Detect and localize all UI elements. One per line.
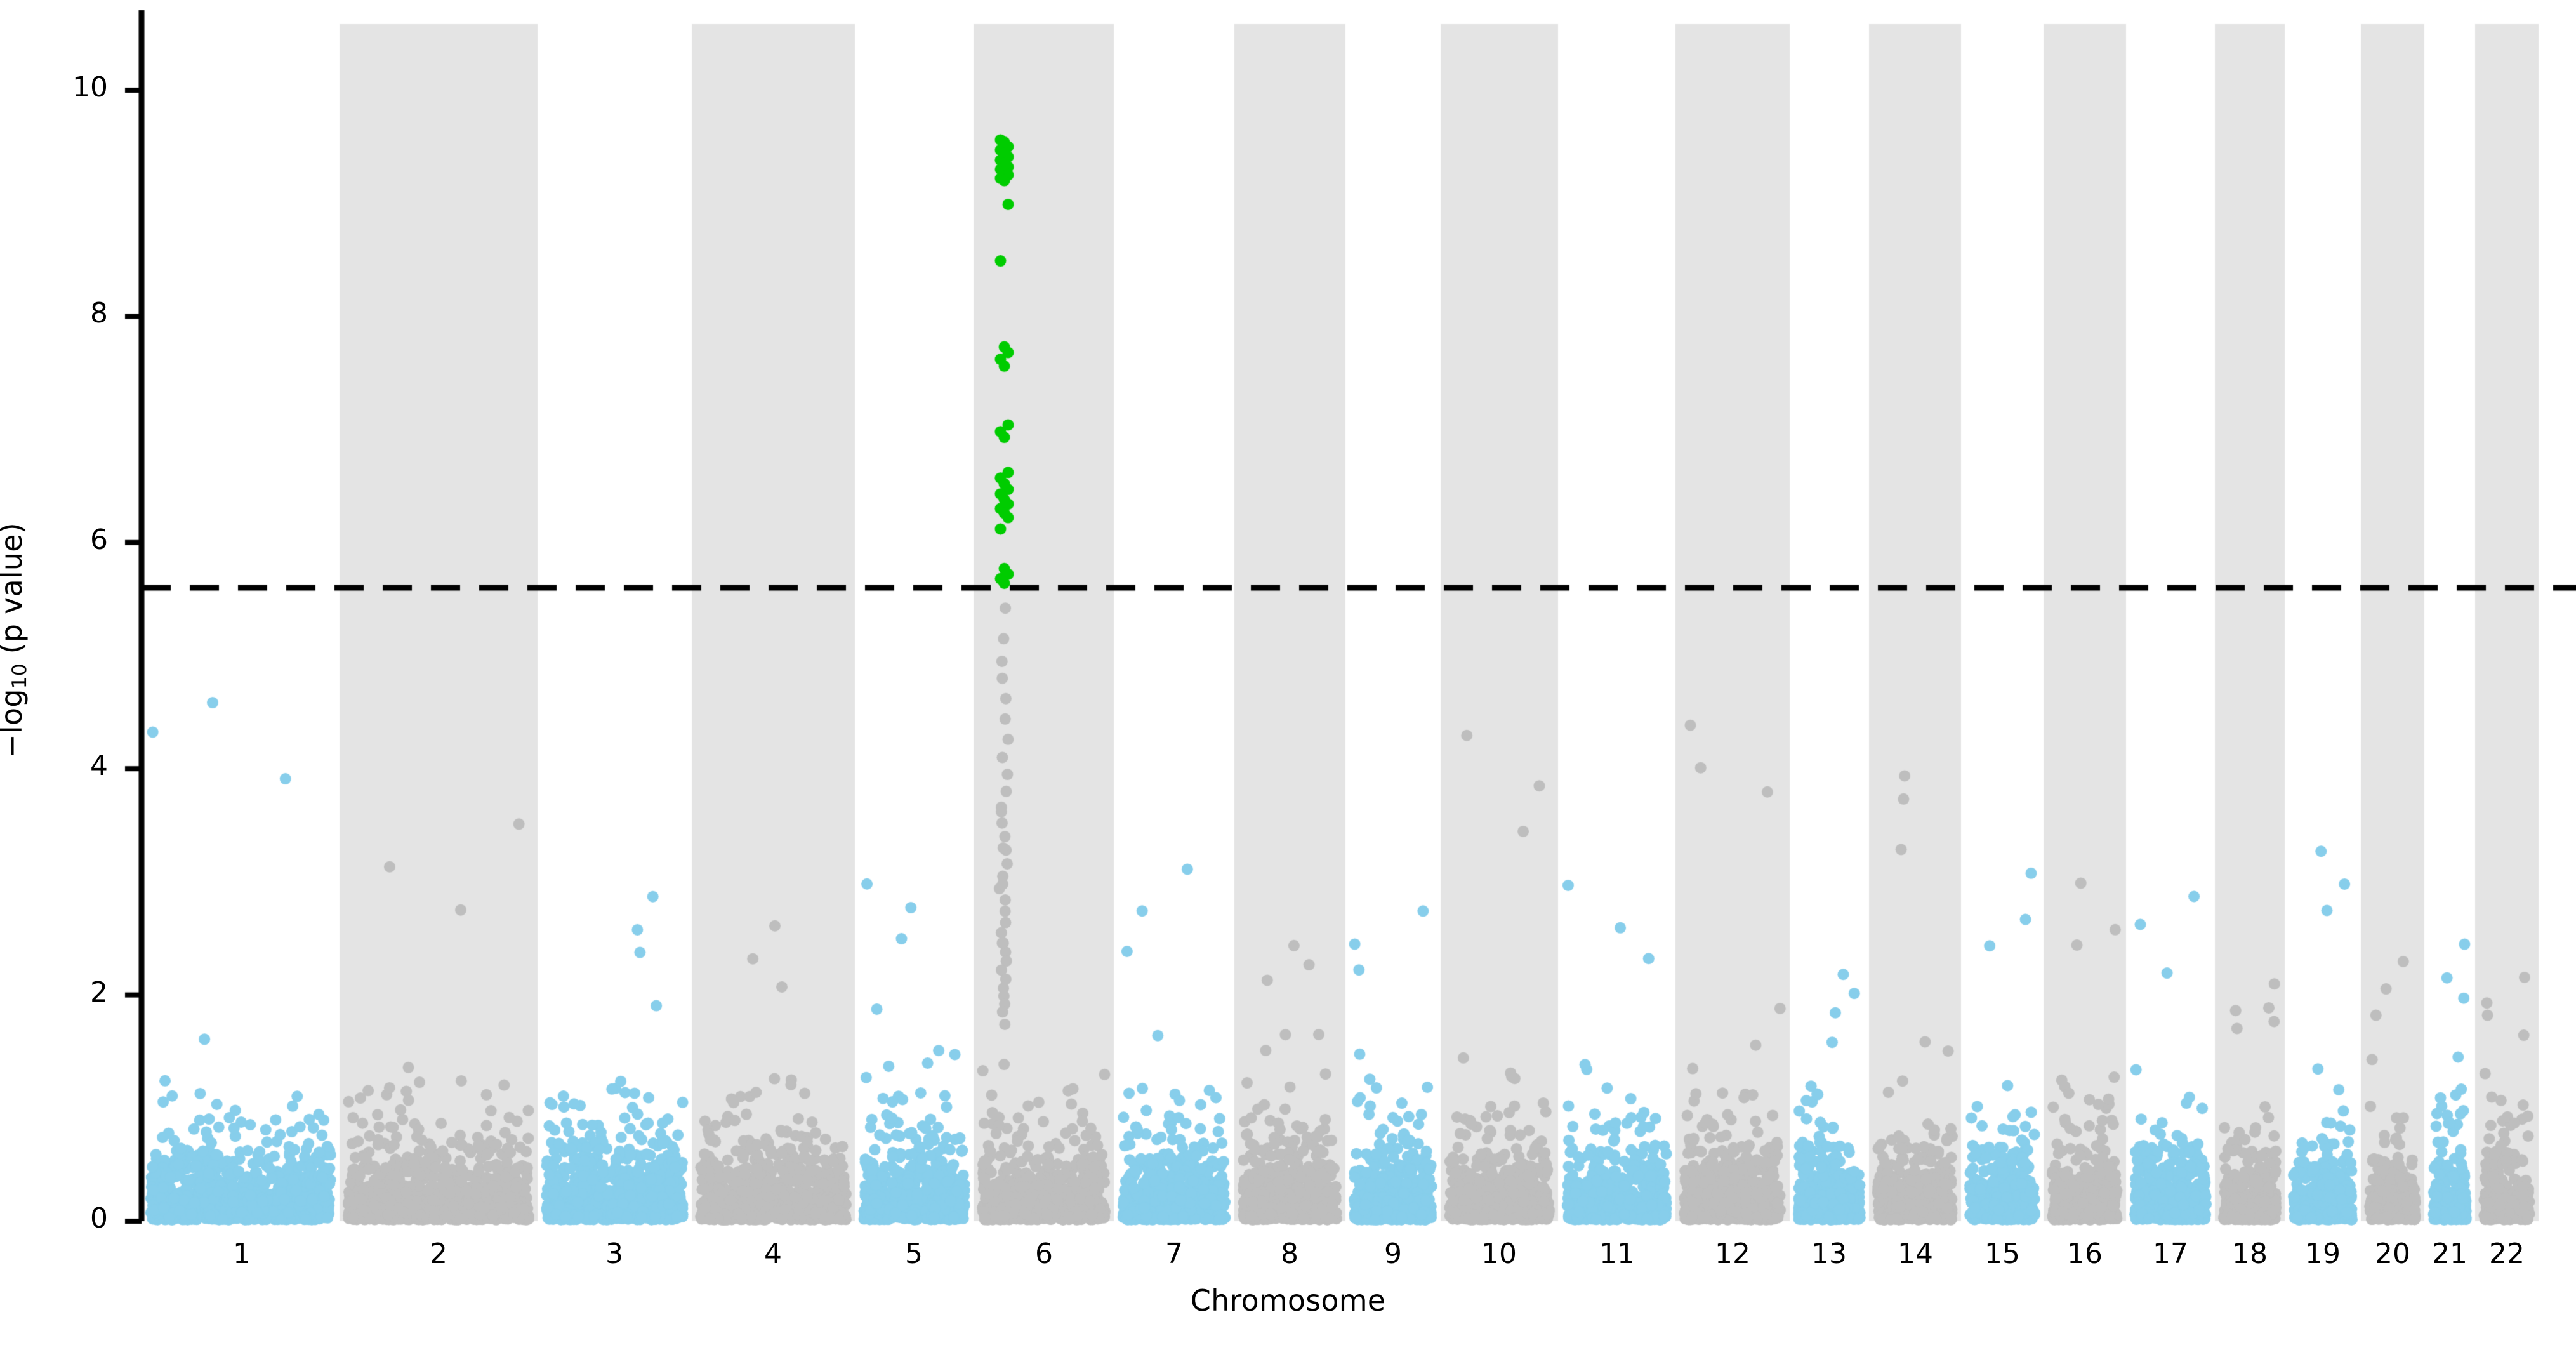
xtick-label-chr12: 12 (1715, 1238, 1750, 1270)
ytick-label-8: 8 (90, 297, 108, 329)
x-axis-title: Chromosome (1190, 1283, 1386, 1318)
ytick-label-4: 4 (90, 750, 108, 782)
xtick-label-chr14: 14 (1898, 1238, 1933, 1270)
y-axis-title-subscript: 10 (8, 663, 31, 689)
xtick-label-chr20: 20 (2375, 1238, 2410, 1270)
xtick-label-chr6: 6 (1035, 1238, 1053, 1270)
xtick-label-chr7: 7 (1165, 1238, 1183, 1270)
ytick-label-10: 10 (72, 71, 108, 103)
xtick-label-chr8: 8 (1281, 1238, 1298, 1270)
xtick-label-chr4: 4 (764, 1238, 782, 1270)
xtick-label-chr11: 11 (1599, 1238, 1635, 1270)
ytick-label-6: 6 (90, 524, 108, 556)
y-axis-title-suffix: (p value) (0, 522, 29, 654)
xtick-label-chr1: 1 (233, 1238, 251, 1270)
xtick-label-chr5: 5 (905, 1238, 923, 1270)
y-axis-title: −log10 (p value) (0, 69, 31, 1212)
xtick-label-chr9: 9 (1384, 1238, 1402, 1270)
ytick-label-2: 2 (90, 976, 108, 1009)
xtick-label-chr13: 13 (1811, 1238, 1847, 1270)
xtick-label-chr16: 16 (2067, 1238, 2103, 1270)
y-axis-title-prefix: −log (0, 689, 29, 758)
xtick-label-chr19: 19 (2305, 1238, 2341, 1270)
xtick-label-chr2: 2 (430, 1238, 447, 1270)
xtick-label-chr10: 10 (1481, 1238, 1517, 1270)
ytick-label-0: 0 (90, 1202, 108, 1234)
xtick-label-chr18: 18 (2232, 1238, 2268, 1270)
xtick-label-chr17: 17 (2153, 1238, 2188, 1270)
xtick-label-chr3: 3 (605, 1238, 623, 1270)
xtick-label-chr22: 22 (2489, 1238, 2525, 1270)
xtick-label-chr21: 21 (2432, 1238, 2467, 1270)
xtick-label-chr15: 15 (1985, 1238, 2020, 1270)
